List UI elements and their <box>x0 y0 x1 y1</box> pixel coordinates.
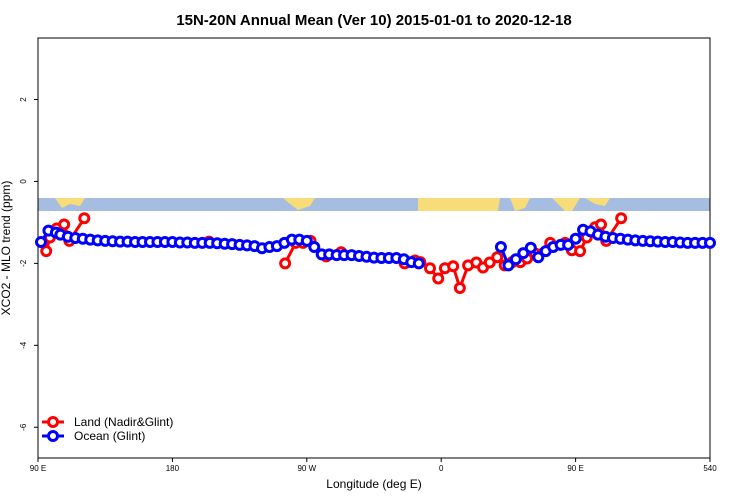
point <box>517 247 530 260</box>
point <box>491 251 504 264</box>
map-strip <box>38 198 710 211</box>
point <box>532 251 545 264</box>
legend-label: Land (Nadir&Glint) <box>74 415 173 429</box>
x-tick-label: 90 E <box>567 464 583 473</box>
y-axis-label: XCO2 - MLO trend (ppm) <box>0 181 13 316</box>
x-tick-label: 540 <box>703 464 717 473</box>
point <box>562 238 575 251</box>
point <box>308 240 321 253</box>
point <box>502 259 515 272</box>
x-tick-label: 90 W <box>297 464 316 473</box>
point <box>300 234 313 247</box>
x-tick-label: 90 E <box>30 464 46 473</box>
x-axis-label: Longitude (deg E) <box>326 477 421 491</box>
point <box>412 257 425 270</box>
y-tick-label: -2 <box>19 259 28 267</box>
point <box>78 212 91 225</box>
y-tick-label: 2 <box>19 97 28 102</box>
point <box>34 236 47 249</box>
x-tick-label: 180 <box>166 464 180 473</box>
point <box>524 241 537 254</box>
point <box>447 260 460 273</box>
legend-label: Ocean (Glint) <box>74 429 145 443</box>
point <box>594 218 607 231</box>
point <box>509 253 522 266</box>
y-tick-label: 0 <box>19 179 28 184</box>
point <box>615 212 628 225</box>
point <box>569 232 582 245</box>
x-tick-label: 0 <box>439 464 444 473</box>
point <box>483 256 496 269</box>
legend-marker <box>47 416 59 428</box>
point <box>704 236 716 249</box>
chart-title: 15N-20N Annual Mean (Ver 10) 2015-01-01 … <box>176 12 571 29</box>
point <box>432 272 445 285</box>
plot-frame <box>37 37 711 459</box>
point <box>494 240 507 253</box>
point <box>58 218 71 231</box>
legend-marker <box>47 430 59 442</box>
point <box>424 262 436 275</box>
y-tick-label: -4 <box>19 341 28 349</box>
point <box>453 281 466 294</box>
point <box>40 245 53 258</box>
y-tick-label: -6 <box>19 423 28 431</box>
point <box>279 257 292 270</box>
point <box>574 245 587 258</box>
